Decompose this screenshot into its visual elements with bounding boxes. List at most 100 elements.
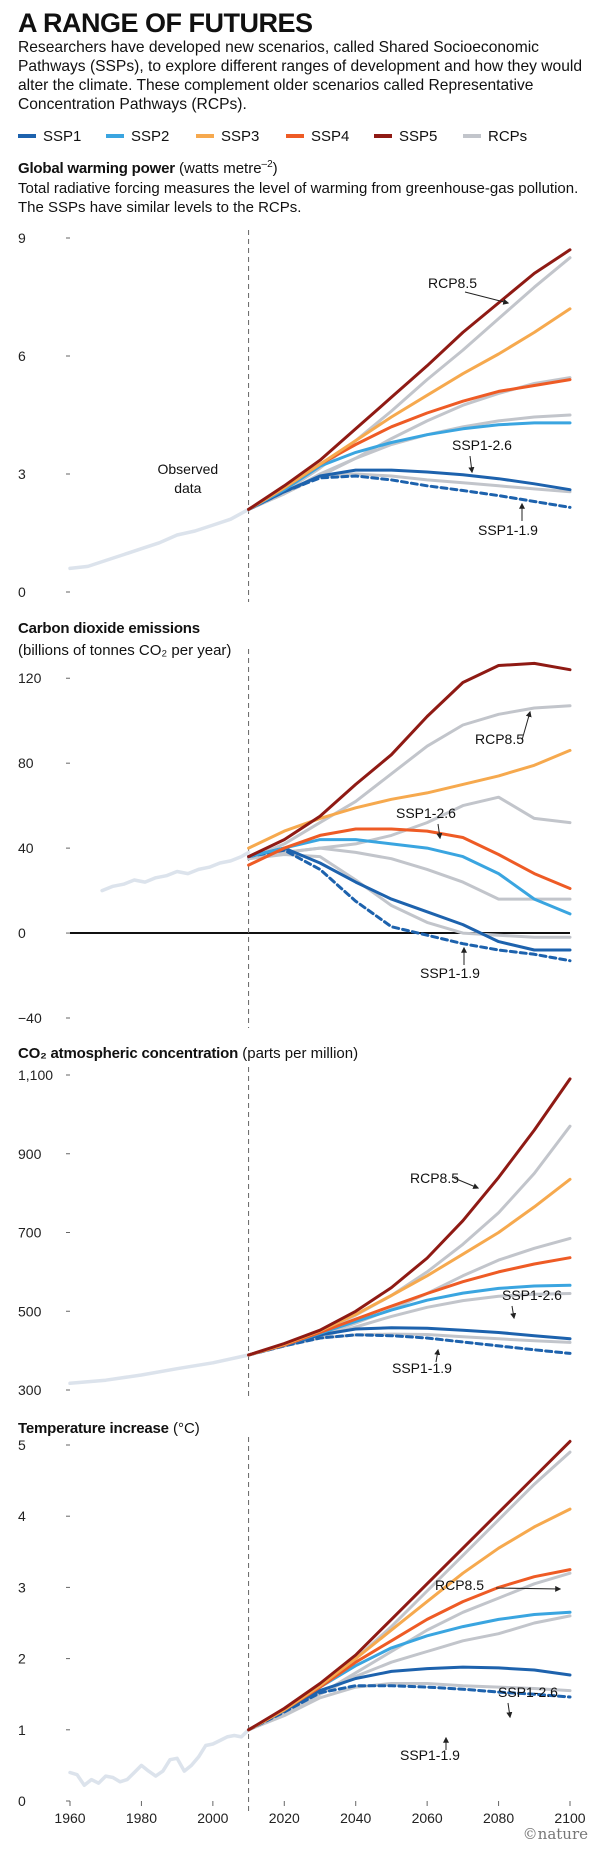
forcing-annotation-rcp85: RCP8.5 — [428, 275, 477, 291]
intro-text: Researchers have developed new scenarios… — [18, 39, 583, 113]
legend-item-ssp5: SSP5 — [374, 128, 437, 145]
emissions-annotation-arrow — [521, 710, 532, 741]
temperature-ytick-label: 4 — [18, 1508, 26, 1524]
temperature-series-rcps-line — [247, 1682, 572, 1732]
legend-swatch-rcps — [463, 134, 481, 139]
concentration-ytick-label: 500 — [18, 1303, 42, 1319]
temperature-xtick-label: 2060 — [412, 1810, 443, 1826]
forcing-observed-label: Observed — [158, 461, 219, 477]
panel-forcing-title-main: Global warming power — [18, 160, 175, 177]
concentration-ytick-label: 1,100 — [18, 1067, 53, 1083]
legend-item-ssp1: SSP1 — [18, 128, 81, 145]
temperature-annotation-ssp1-19: SSP1-1.9 — [400, 1747, 460, 1763]
panel-temperature-title-main: Temperature increase — [18, 1420, 169, 1437]
emissions-series-ssp2-line — [247, 838, 572, 916]
forcing-series-ssp1-line — [247, 468, 572, 511]
forcing-observed-label: data — [174, 480, 201, 496]
legend-swatch-ssp4 — [286, 134, 304, 139]
panel-forcing-description: Total radiative forcing measures the lev… — [18, 180, 579, 216]
temperature-xtick-label: 1980 — [126, 1810, 157, 1826]
emissions-annotation-ssp1-26: SSP1-2.6 — [396, 805, 456, 821]
concentration-annotation-arrow — [434, 1348, 441, 1363]
temperature-xtick-label: 1960 — [54, 1810, 85, 1826]
temperature-ytick-label: 1 — [18, 1722, 26, 1738]
emissions-ytick-label: 80 — [18, 755, 34, 771]
temperature-annotation-ssp1-26: SSP1-2.6 — [498, 1684, 558, 1700]
concentration-ytick-label: 900 — [18, 1146, 42, 1162]
panel-forcing-title: Global warming power (watts metre–2) — [18, 159, 278, 177]
panel-emissions-description: (billions of tonnes CO₂ per year) — [18, 642, 232, 659]
legend-swatch-ssp1 — [18, 134, 36, 139]
panel-concentration-title-unit: (parts per million) — [242, 1045, 359, 1062]
panel-concentration-title: CO₂ atmospheric concentration (parts per… — [18, 1045, 358, 1062]
legend-label-ssp4: SSP4 — [311, 128, 350, 145]
emissions-annotation-ssp1-19: SSP1-1.9 — [420, 965, 480, 981]
panel-forcing-title-unit: (watts metre — [179, 160, 262, 177]
legend-item-ssp3: SSP3 — [196, 128, 259, 145]
concentration-annotation-ssp1-19: SSP1-1.9 — [392, 1360, 452, 1376]
concentration-series-ssp1-line — [247, 1333, 572, 1357]
temperature-ytick-label: 3 — [18, 1579, 26, 1595]
concentration-series-ssp5-line — [247, 1077, 572, 1357]
emissions-ytick-label: 40 — [18, 840, 34, 856]
legend-item-ssp4: SSP4 — [286, 128, 349, 145]
panel-temperature-title-unit: (°C) — [172, 1420, 200, 1437]
emissions-annotation-rcp85: RCP8.5 — [475, 731, 524, 747]
forcing-series-ssp3-line — [247, 307, 572, 511]
forcing-ytick-label: 3 — [18, 466, 26, 482]
emissions-ytick-label: 0 — [18, 925, 26, 941]
concentration-annotation-arrow — [510, 1305, 517, 1320]
legend: SSP1 SSP2 SSP3 SSP4 SSP5 RCPs — [18, 128, 598, 148]
concentration-series-rcps-line — [247, 1124, 572, 1357]
legend-swatch-ssp3 — [196, 134, 214, 139]
temperature-series-ssp5-line — [247, 1439, 572, 1732]
legend-label-ssp5: SSP5 — [399, 128, 438, 145]
panel-emissions-title-main: Carbon dioxide emissions — [18, 620, 200, 637]
concentration-annotation-ssp1-26: SSP1-2.6 — [502, 1287, 562, 1303]
temperature-series-rcps-line — [247, 1614, 572, 1732]
panel-concentration-title-main: CO₂ atmospheric concentration — [18, 1045, 239, 1062]
temperature-xtick-label: 2100 — [554, 1810, 585, 1826]
panel-emissions-title: Carbon dioxide emissions — [18, 620, 200, 637]
forcing-series-ssp2-line — [247, 421, 572, 511]
forcing-series-ssp5-line — [247, 248, 572, 511]
temperature-ytick-label: 2 — [18, 1651, 26, 1667]
emissions-series-ssp4-line — [247, 827, 572, 890]
forcing-ytick-label: 6 — [18, 348, 26, 364]
legend-label-ssp2: SSP2 — [131, 128, 170, 145]
emissions-series-ssp5-line — [247, 661, 572, 859]
legend-label-rcps: RCPs — [488, 128, 528, 145]
concentration-annotation-arrow — [453, 1177, 480, 1189]
concentration-annotation-rcp85: RCP8.5 — [410, 1170, 459, 1186]
emissions-ytick-label: −40 — [18, 1010, 42, 1026]
legend-item-rcps: RCPs — [463, 128, 527, 145]
forcing-annotation-ssp1-26: SSP1-2.6 — [452, 437, 512, 453]
forcing-series-observed-line — [68, 507, 251, 571]
emissions-ytick-label: 120 — [18, 670, 42, 686]
emissions-series-ssp3-line — [247, 748, 572, 850]
credit-logo: ©nature — [522, 1825, 588, 1843]
legend-swatch-ssp5 — [374, 134, 392, 139]
emissions-series-observed-line — [100, 850, 251, 893]
concentration-ytick-label: 300 — [18, 1382, 42, 1398]
forcing-ytick-label: 9 — [18, 230, 26, 246]
legend-swatch-ssp2 — [106, 134, 124, 139]
temperature-ytick-label: 0 — [18, 1793, 26, 1809]
panel-forcing-title-sup: –2 — [261, 159, 273, 170]
temperature-ytick-label: 5 — [18, 1437, 26, 1453]
temperature-series-observed-line — [68, 1728, 251, 1788]
temperature-annotation-arrow — [495, 1585, 562, 1592]
forcing-ytick-label: 0 — [18, 584, 26, 600]
headline: A RANGE OF FUTURES — [18, 8, 313, 38]
forcing-annotation-arrow — [464, 291, 510, 305]
forcing-annotation-arrow — [468, 455, 475, 474]
emissions-series-ssp1-line — [247, 846, 572, 952]
temperature-xtick-label: 2000 — [197, 1810, 228, 1826]
forcing-series-rcps-line — [247, 376, 572, 511]
concentration-series-observed-line — [68, 1353, 251, 1386]
emissions-series-rcps-line — [247, 704, 572, 861]
temperature-series-ssp1-line — [247, 1665, 572, 1732]
panel-forcing-title-unit-end: ) — [272, 160, 278, 177]
forcing-series-ssp4-line — [247, 378, 572, 511]
